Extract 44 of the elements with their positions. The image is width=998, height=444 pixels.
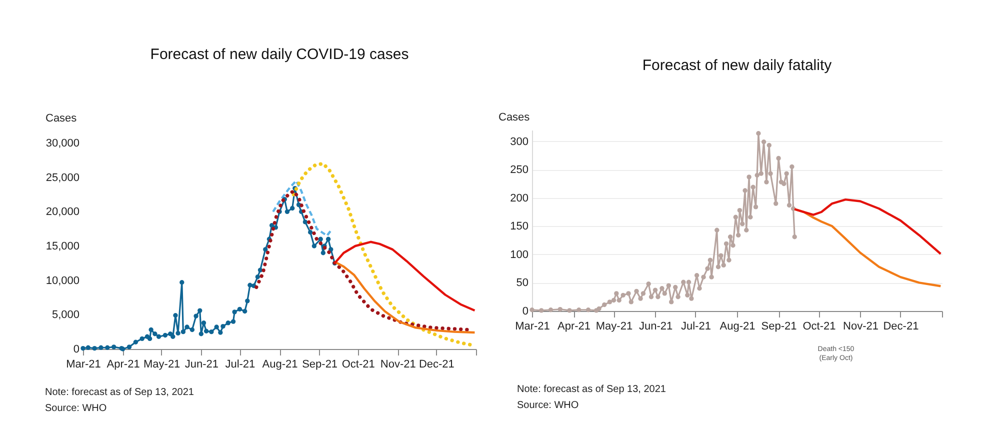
source-note: Source: WHO bbox=[45, 403, 107, 414]
x-tick-label: Dec-21 bbox=[883, 320, 919, 332]
x-tick-label: Apr-21 bbox=[558, 320, 591, 332]
text: Note: forecast as of Sep 13, 2021 bbox=[45, 387, 194, 398]
line-series bbox=[334, 240, 476, 312]
y-tick-label: 30,000 bbox=[46, 138, 80, 150]
x-tick-label: Jun-21 bbox=[184, 358, 218, 370]
y-tick-label: 5,000 bbox=[52, 309, 80, 322]
y-tick-label: 0 bbox=[522, 306, 528, 318]
y-tick-label: 20,000 bbox=[46, 206, 80, 218]
x-tick-label: Jul-21 bbox=[680, 320, 711, 332]
x-tick-label: Aug-21 bbox=[720, 320, 756, 332]
y-tick-label: 15,000 bbox=[46, 240, 80, 252]
x-tick-label: Oct-21 bbox=[802, 320, 836, 332]
x-tick-label: Aug-21 bbox=[262, 358, 298, 370]
y-tick-label: 250 bbox=[510, 164, 528, 176]
source-note: Source: WHO bbox=[517, 400, 579, 411]
x-tick-label: Apr-21 bbox=[106, 358, 140, 370]
y-tick-label: 300 bbox=[510, 136, 528, 148]
x-tick-label: Sep-21 bbox=[302, 358, 338, 370]
x-tick-label: Nov-21 bbox=[843, 320, 878, 332]
x-tick-label: Jun-21 bbox=[638, 320, 673, 332]
y-tick-label: 25,000 bbox=[46, 172, 80, 184]
y-tick-label: 200 bbox=[510, 192, 528, 204]
x-tick-label: May-21 bbox=[144, 358, 180, 370]
x-tick-label: May-21 bbox=[596, 320, 633, 332]
x-tick-label: Mar-21 bbox=[515, 320, 550, 332]
x-tick-label: Jul-21 bbox=[225, 358, 256, 370]
y-tick-label: 50 bbox=[516, 277, 528, 290]
y-tick-label: 100 bbox=[510, 248, 528, 261]
y-axis-title: Cases bbox=[498, 112, 530, 124]
x-tick-label: Nov-21 bbox=[380, 358, 416, 370]
x-tick-label: Dec-21 bbox=[418, 358, 454, 370]
chart-title: Forecast of new daily COVID-19 cases bbox=[150, 46, 409, 63]
text: Note: forecast as of Sep 13, 2021 bbox=[517, 384, 666, 395]
chart-title: Forecast of new daily fatality bbox=[642, 57, 832, 74]
y-axis-title: Cases bbox=[46, 112, 78, 124]
y-tick-label: 0 bbox=[73, 344, 80, 356]
line-series bbox=[334, 260, 476, 334]
x-tick-label: Sep-21 bbox=[761, 320, 797, 332]
y-tick-label: 150 bbox=[510, 220, 528, 233]
y-tick-label: 10,000 bbox=[46, 274, 80, 287]
x-tick-label: Oct-21 bbox=[342, 358, 375, 370]
x-tick-label: Mar-21 bbox=[66, 358, 101, 370]
